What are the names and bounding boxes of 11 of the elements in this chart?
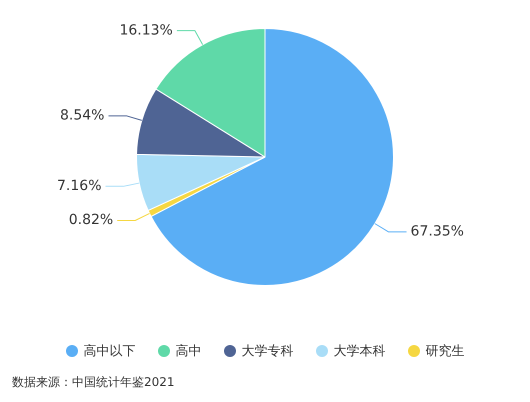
data-label: 16.13% xyxy=(119,22,173,38)
legend-label: 大学专科 xyxy=(242,343,294,360)
source-note: 数据来源：中国统计年鉴2021 xyxy=(12,374,175,391)
data-label: 7.16% xyxy=(57,178,102,194)
data-label: 67.35% xyxy=(410,224,464,240)
legend-label: 高中 xyxy=(176,343,202,360)
legend-label: 大学本科 xyxy=(334,343,386,360)
legend-label: 高中以下 xyxy=(84,343,136,360)
data-label: 8.54% xyxy=(60,107,104,124)
legend-label: 研究生 xyxy=(426,343,464,360)
data-label: 0.82% xyxy=(68,212,114,228)
